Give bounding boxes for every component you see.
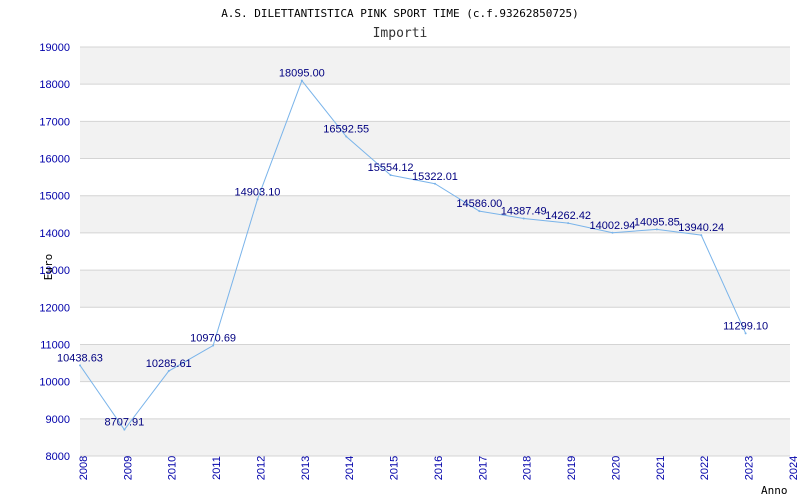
chart-title: A.S. DILETTANTISTICA PINK SPORT TIME (c.… (221, 7, 579, 20)
band-10 (80, 47, 790, 85)
data-label: 11299.10 (723, 320, 768, 332)
data-point (655, 228, 658, 231)
x-tick-label: 2013 (300, 456, 312, 480)
y-tick-label: 8000 (46, 451, 70, 463)
series-importi (79, 79, 747, 431)
x-tick-label: 2019 (566, 456, 578, 480)
x-tick-label: 2017 (477, 456, 489, 480)
x-tick-label: 2008 (78, 456, 90, 480)
data-label: 14002.94 (590, 220, 636, 232)
data-point (567, 222, 570, 225)
data-point (744, 332, 747, 335)
data-label: 10970.69 (190, 333, 236, 345)
x-tick-label: 2016 (433, 456, 445, 480)
y-tick-label: 11000 (40, 339, 70, 351)
x-tick-label: 2022 (699, 456, 711, 480)
x-tick-label: 2015 (389, 456, 401, 480)
x-tick-label: 2009 (122, 456, 134, 480)
data-label: 8707.91 (104, 417, 144, 429)
data-point (212, 344, 215, 347)
data-point (478, 210, 481, 213)
y-tick-label: 9000 (46, 414, 70, 426)
y-tick-label: 18000 (39, 79, 70, 91)
data-point (389, 174, 392, 177)
data-point (256, 198, 259, 201)
data-labels: 10438.63 8707.91 10285.61 10970.69 14903.10 1… (57, 68, 768, 429)
data-point (79, 364, 81, 367)
y-tick-label: 12000 (39, 302, 70, 314)
data-point (123, 428, 126, 431)
data-label: 16592.55 (323, 124, 369, 136)
gridlines (80, 46, 790, 457)
data-label: 14903.10 (235, 186, 281, 198)
x-tick-label: 2014 (344, 456, 356, 480)
x-tick-label: 2010 (167, 456, 179, 480)
series-line (79, 79, 747, 431)
y-axis-ticks: 8000 9000 10000 11000 12000 13000 14000 15000 16… (39, 42, 70, 463)
data-label: 13940.24 (678, 222, 724, 234)
x-tick-label: 2024 (788, 456, 800, 480)
y-tick-label: 15000 (39, 191, 70, 203)
band-6 (80, 195, 790, 233)
x-tick-label: 2011 (211, 456, 223, 480)
data-label: 18095.00 (279, 68, 325, 80)
x-tick-label: 2021 (655, 456, 667, 480)
band-0 (80, 418, 790, 456)
band-8 (80, 121, 790, 159)
x-tick-label: 2012 (255, 456, 267, 480)
x-tick-label: 2020 (610, 456, 622, 480)
data-point (300, 79, 303, 82)
data-label: 15554.12 (368, 162, 414, 174)
data-point (700, 234, 703, 237)
x-axis-label: Anno (761, 484, 788, 497)
background-bands (80, 47, 790, 456)
data-label: 10438.63 (57, 352, 103, 364)
x-axis-ticks: 2008 2009 2010 2011 2012 2013 2014 2015 2016 2017… (78, 456, 800, 480)
data-label: 14095.85 (634, 216, 680, 228)
band-2 (80, 344, 790, 382)
data-point (167, 370, 170, 373)
y-tick-label: 16000 (39, 154, 70, 166)
x-tick-label: 2023 (744, 456, 756, 480)
data-label: 14387.49 (501, 206, 547, 218)
data-point (345, 135, 348, 138)
data-label: 15322.01 (412, 171, 458, 183)
y-tick-label: 13000 (39, 265, 70, 277)
y-tick-label: 10000 (39, 377, 70, 389)
y-tick-label: 19000 (39, 42, 70, 54)
data-label: 14262.42 (545, 210, 591, 222)
data-label: 10285.61 (146, 358, 192, 370)
y-tick-label: 14000 (39, 228, 70, 240)
data-point (522, 217, 525, 220)
band-4 (80, 270, 790, 308)
y-tick-label: 17000 (39, 116, 70, 128)
x-tick-label: 2018 (522, 456, 534, 480)
data-point (434, 182, 436, 185)
chart-subtitle: Importi (373, 26, 428, 41)
data-point (611, 231, 614, 234)
data-label: 14586.00 (456, 198, 502, 210)
y-axis-label: Euro (42, 254, 55, 281)
